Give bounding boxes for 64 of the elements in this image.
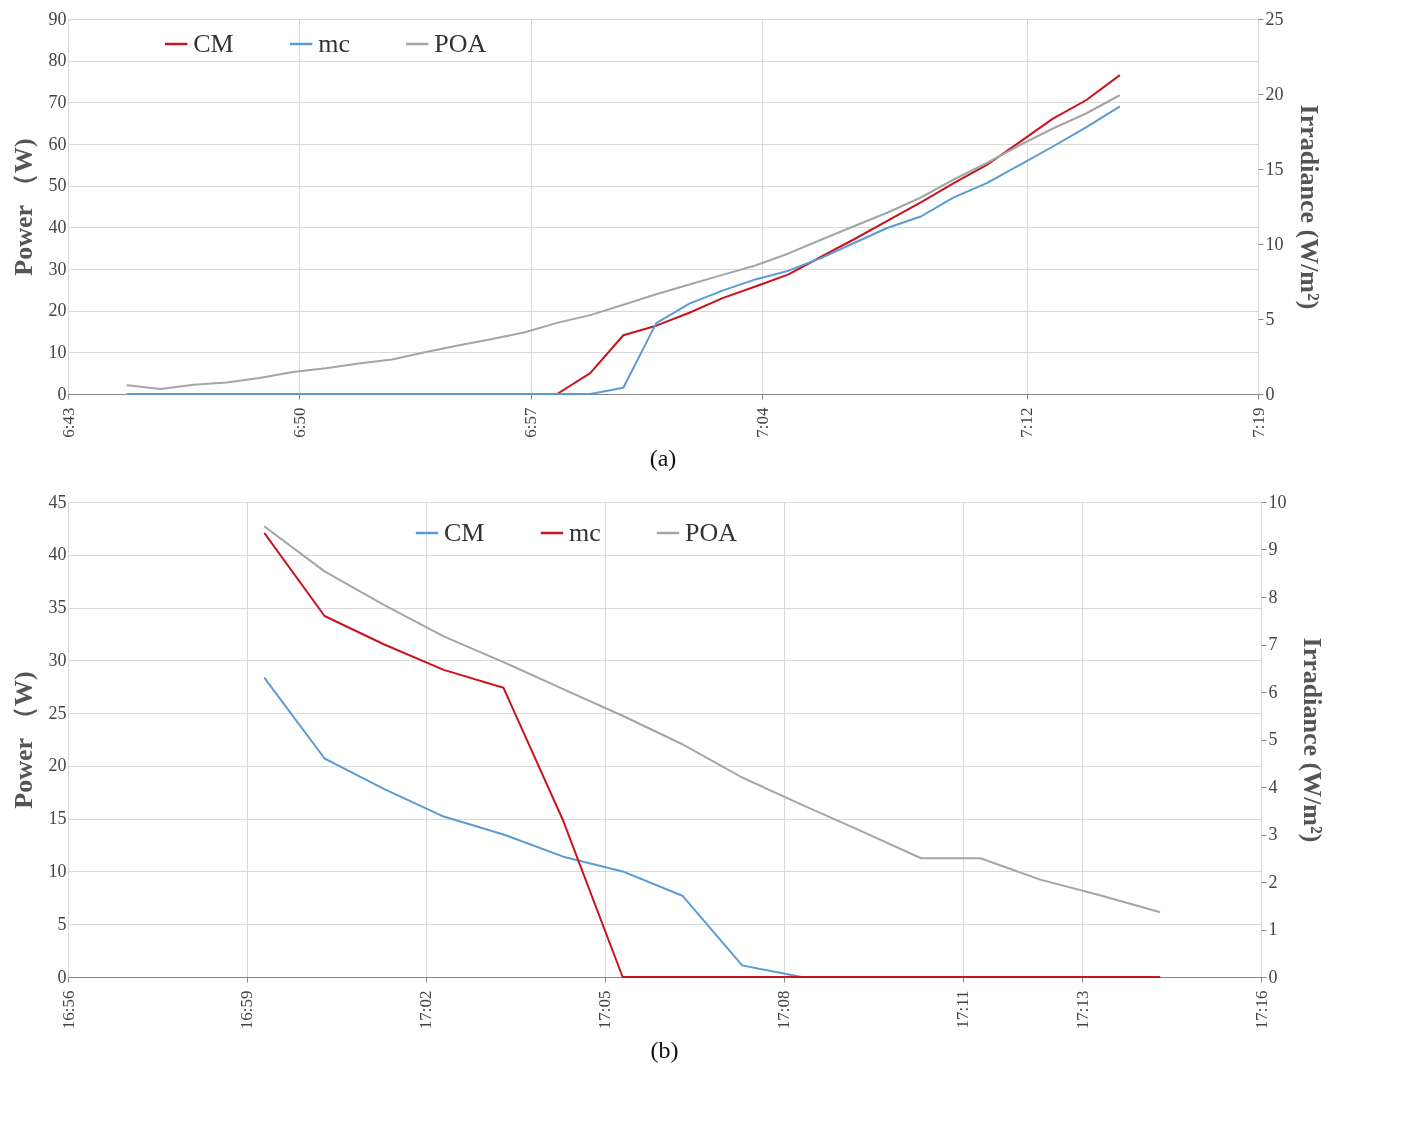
x-tick-label: 17:13 bbox=[1072, 990, 1092, 1030]
y2-tick-label: 3 bbox=[1268, 824, 1278, 844]
legend-label: mc bbox=[318, 29, 350, 58]
y-tick-label: 25 bbox=[48, 702, 67, 723]
y-tick-label: 30 bbox=[48, 258, 67, 279]
y-tick-label: 5 bbox=[57, 913, 67, 934]
x-tick-label: 7:19 bbox=[1248, 407, 1268, 438]
y2-tick-label: 10 bbox=[1265, 233, 1284, 254]
x-tick-label: 16:59 bbox=[237, 990, 257, 1030]
y2-tick-label: 0 bbox=[1268, 966, 1278, 987]
y-tick-label: 0 bbox=[57, 383, 67, 404]
y2-axis-title: Irradiance (W/m²) bbox=[1294, 104, 1324, 310]
y-tick-label: 70 bbox=[48, 91, 67, 112]
x-tick-label: 16:56 bbox=[58, 990, 78, 1030]
x-tick-label: 7:12 bbox=[1017, 407, 1037, 438]
y-axis-title: Power （W) bbox=[8, 671, 38, 809]
y2-tick-label: 1 bbox=[1268, 919, 1278, 939]
x-tick-label: 17:16 bbox=[1251, 990, 1271, 1030]
y2-tick-label: 0 bbox=[1265, 383, 1275, 404]
y-tick-label: 30 bbox=[48, 649, 67, 670]
legend-label: CM bbox=[443, 518, 485, 547]
y-tick-label: 0 bbox=[57, 966, 67, 987]
y-tick-label: 20 bbox=[48, 300, 67, 321]
y2-tick-label: 4 bbox=[1268, 776, 1278, 797]
y2-tick-label: 8 bbox=[1268, 586, 1278, 607]
legend-label: mc bbox=[568, 518, 601, 547]
x-tick-label: 6:43 bbox=[58, 407, 78, 438]
legend-label: POA bbox=[684, 518, 738, 547]
y2-tick-label: 20 bbox=[1265, 83, 1284, 104]
y2-tick-label: 25 bbox=[1265, 8, 1284, 29]
x-tick-label: 17:02 bbox=[416, 990, 436, 1030]
y2-tick-label: 2 bbox=[1268, 871, 1278, 892]
legend-label: POA bbox=[434, 29, 487, 58]
y2-tick-label: 15 bbox=[1265, 158, 1284, 179]
y2-tick-label: 10 bbox=[1268, 491, 1287, 512]
y2-axis-title: Irradiance (W/m²) bbox=[1297, 637, 1327, 843]
y2-tick-label: 7 bbox=[1268, 634, 1278, 654]
y-tick-label: 80 bbox=[48, 50, 67, 71]
y-axis-title: Power （W) bbox=[8, 138, 38, 276]
y-tick-label: 15 bbox=[48, 808, 67, 829]
y-tick-label: 10 bbox=[48, 341, 67, 362]
x-tick-label: 6:57 bbox=[521, 407, 541, 438]
text: (b) bbox=[650, 1036, 679, 1063]
legend-label: CM bbox=[193, 29, 234, 58]
y-tick-label: 60 bbox=[48, 133, 67, 154]
y-tick-label: 45 bbox=[48, 491, 67, 512]
y-tick-label: 40 bbox=[48, 544, 67, 565]
x-tick-label: 17:11 bbox=[953, 990, 973, 1029]
x-tick-label: 17:08 bbox=[774, 990, 794, 1030]
y-tick-label: 50 bbox=[48, 175, 67, 196]
x-tick-label: 7:04 bbox=[752, 407, 772, 438]
y-tick-label: 40 bbox=[48, 216, 67, 237]
y-tick-label: 20 bbox=[48, 755, 67, 776]
line-series bbox=[263, 525, 1161, 913]
y2-tick-label: 9 bbox=[1268, 539, 1278, 559]
y-tick-label: 90 bbox=[48, 8, 67, 29]
x-tick-label: 17:05 bbox=[595, 990, 615, 1030]
x-tick-label: 6:50 bbox=[289, 407, 309, 438]
y-tick-label: 10 bbox=[48, 860, 67, 881]
text: (a) bbox=[649, 445, 677, 472]
y2-tick-label: 5 bbox=[1268, 729, 1278, 749]
y-tick-label: 35 bbox=[48, 597, 67, 618]
y2-tick-label: 6 bbox=[1268, 681, 1278, 702]
y2-tick-label: 5 bbox=[1265, 308, 1275, 329]
